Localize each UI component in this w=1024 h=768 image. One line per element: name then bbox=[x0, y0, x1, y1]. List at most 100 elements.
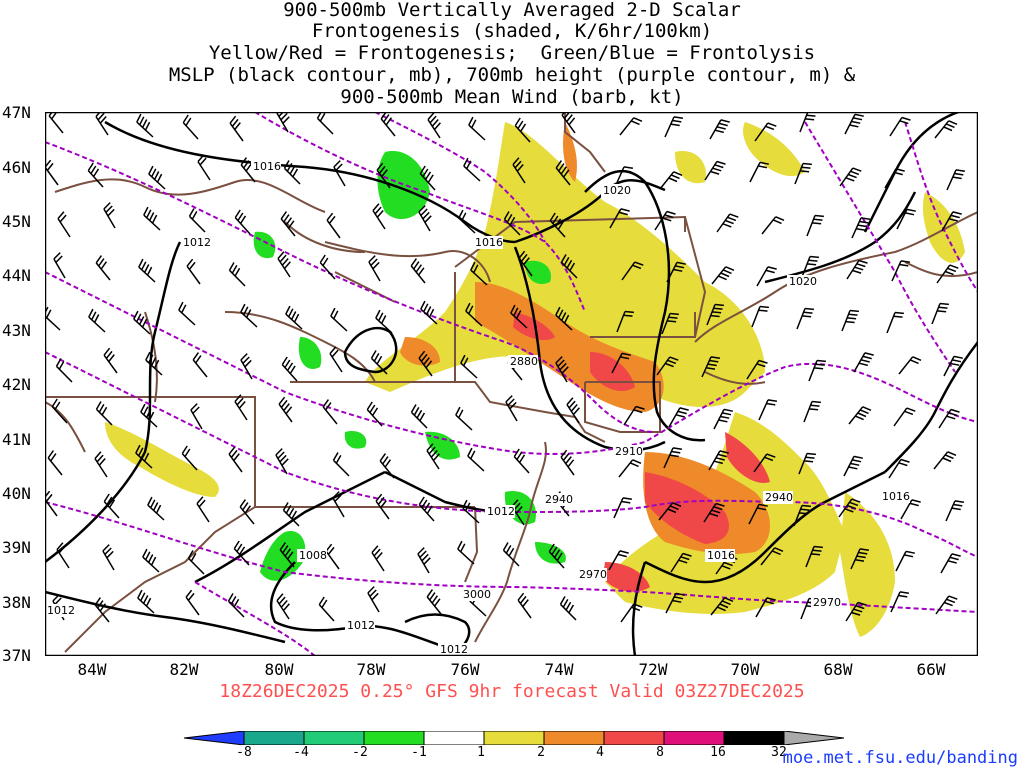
wind-barb bbox=[510, 304, 528, 329]
wind-barb bbox=[566, 397, 580, 424]
wind-barb bbox=[48, 112, 64, 134]
lon-label-80w: 80W bbox=[264, 660, 294, 679]
wind-barb bbox=[798, 452, 816, 475]
wind-barb bbox=[53, 252, 66, 279]
credit-url[interactable]: moe.met.fsu.edu/banding bbox=[782, 748, 1018, 768]
wind-barb bbox=[465, 302, 483, 327]
colorbar-cell bbox=[363, 731, 425, 745]
wind-barb bbox=[560, 449, 575, 476]
wind-barb bbox=[234, 209, 251, 235]
wind-barb bbox=[838, 498, 861, 518]
wind-barb bbox=[710, 597, 734, 616]
wind-barb bbox=[843, 455, 863, 477]
wind-barb bbox=[458, 209, 476, 234]
wind-barb bbox=[749, 161, 769, 183]
wind-barb bbox=[325, 543, 340, 570]
lat-label-46n: 46N bbox=[2, 158, 31, 177]
wind-barb bbox=[228, 262, 246, 287]
wind-barb bbox=[754, 122, 777, 142]
wind-barb bbox=[181, 445, 198, 471]
wind-barb bbox=[559, 596, 577, 621]
wind-barb bbox=[95, 255, 111, 281]
title-line-5: 900-500mb Mean Wind (barb, kt) bbox=[340, 86, 684, 108]
wind-barb bbox=[514, 117, 531, 143]
wind-barb bbox=[549, 212, 566, 238]
wind-barb bbox=[192, 352, 208, 378]
colorbar-tick: -8 bbox=[236, 745, 252, 760]
wind-barb bbox=[56, 542, 70, 569]
wind-barb bbox=[318, 596, 335, 622]
wind-barb bbox=[846, 259, 868, 280]
contour-label-group: 1016 1012 1020 1016 1020 1012 1008 1012 … bbox=[45, 160, 910, 656]
wind-barb bbox=[468, 116, 486, 141]
colorbar-cell bbox=[184, 731, 245, 745]
wind-barb bbox=[427, 112, 441, 139]
wind-barb bbox=[102, 544, 115, 571]
wind-barb bbox=[276, 593, 290, 620]
wind-barb bbox=[761, 216, 785, 235]
lon-label-78w: 78W bbox=[356, 660, 386, 679]
wind-barb bbox=[55, 358, 73, 383]
wind-barb bbox=[233, 540, 250, 566]
wind-barb bbox=[659, 171, 683, 190]
wind-barb bbox=[708, 450, 729, 471]
wind-barb bbox=[941, 211, 962, 232]
title-line-1: 900-500mb Vertically Averaged 2-D Scalar bbox=[283, 0, 741, 21]
wind-barb bbox=[621, 261, 644, 281]
colorbar-tick: 1 bbox=[477, 745, 485, 760]
wind-barb bbox=[664, 116, 684, 138]
wind-barb bbox=[197, 154, 211, 181]
mslp-contours bbox=[45, 112, 978, 656]
lat-label-44n: 44N bbox=[2, 266, 31, 285]
wind-barb bbox=[103, 493, 120, 519]
wind-barb bbox=[505, 395, 518, 422]
wind-barb bbox=[95, 401, 113, 426]
wind-barb bbox=[239, 499, 255, 525]
frontogenesis-map: 1016 1012 1020 1016 1020 1012 1008 1012 … bbox=[45, 112, 978, 656]
mslp-label: 1012 bbox=[347, 619, 375, 632]
wind-barb bbox=[229, 115, 244, 142]
wind-barb bbox=[240, 157, 256, 183]
wind-barb bbox=[135, 444, 153, 469]
wind-barb bbox=[848, 406, 872, 425]
wind-barb bbox=[888, 458, 910, 479]
wind-barb bbox=[931, 302, 949, 325]
colorbar-tick: 32 bbox=[771, 745, 787, 760]
wind-barb bbox=[891, 260, 911, 282]
wind-barb bbox=[661, 312, 679, 335]
state-boundaries bbox=[45, 112, 978, 653]
height-label: 2940 bbox=[545, 493, 573, 506]
wind-barb bbox=[136, 113, 154, 138]
lon-label-76w: 76W bbox=[450, 660, 480, 679]
wind-barb bbox=[419, 165, 436, 191]
wind-barb bbox=[379, 453, 395, 479]
wind-barb bbox=[555, 356, 569, 383]
wind-barb bbox=[934, 120, 958, 139]
wind-barb bbox=[711, 266, 735, 285]
wind-barb bbox=[513, 448, 530, 474]
wind-barb bbox=[670, 552, 692, 573]
wind-barb bbox=[665, 592, 685, 614]
mslp-label: 1016 bbox=[882, 490, 910, 503]
wind-barb bbox=[133, 310, 151, 335]
wind-barb bbox=[896, 208, 916, 230]
wind-barb bbox=[418, 205, 432, 232]
wind-barb bbox=[668, 407, 689, 428]
colorbar-tick: 16 bbox=[710, 745, 726, 760]
wind-barb bbox=[555, 306, 573, 331]
mslp-label: 1020 bbox=[789, 275, 817, 288]
wind-barb bbox=[138, 258, 156, 283]
height-label: 2970 bbox=[813, 596, 841, 609]
wind-barb bbox=[283, 160, 301, 185]
wind-barb bbox=[87, 162, 104, 188]
wind-barb bbox=[372, 203, 386, 230]
wind-barb bbox=[613, 497, 633, 519]
wind-barb bbox=[426, 589, 442, 615]
colorbar-cell bbox=[303, 731, 365, 745]
wind-barb bbox=[45, 159, 59, 186]
lat-label-37n: 37N bbox=[2, 646, 31, 665]
colorbar-tick: -4 bbox=[293, 745, 309, 760]
height-label: 2880 bbox=[510, 355, 538, 368]
mslp-label: 1016 bbox=[253, 160, 281, 173]
wind-barb bbox=[57, 211, 71, 238]
